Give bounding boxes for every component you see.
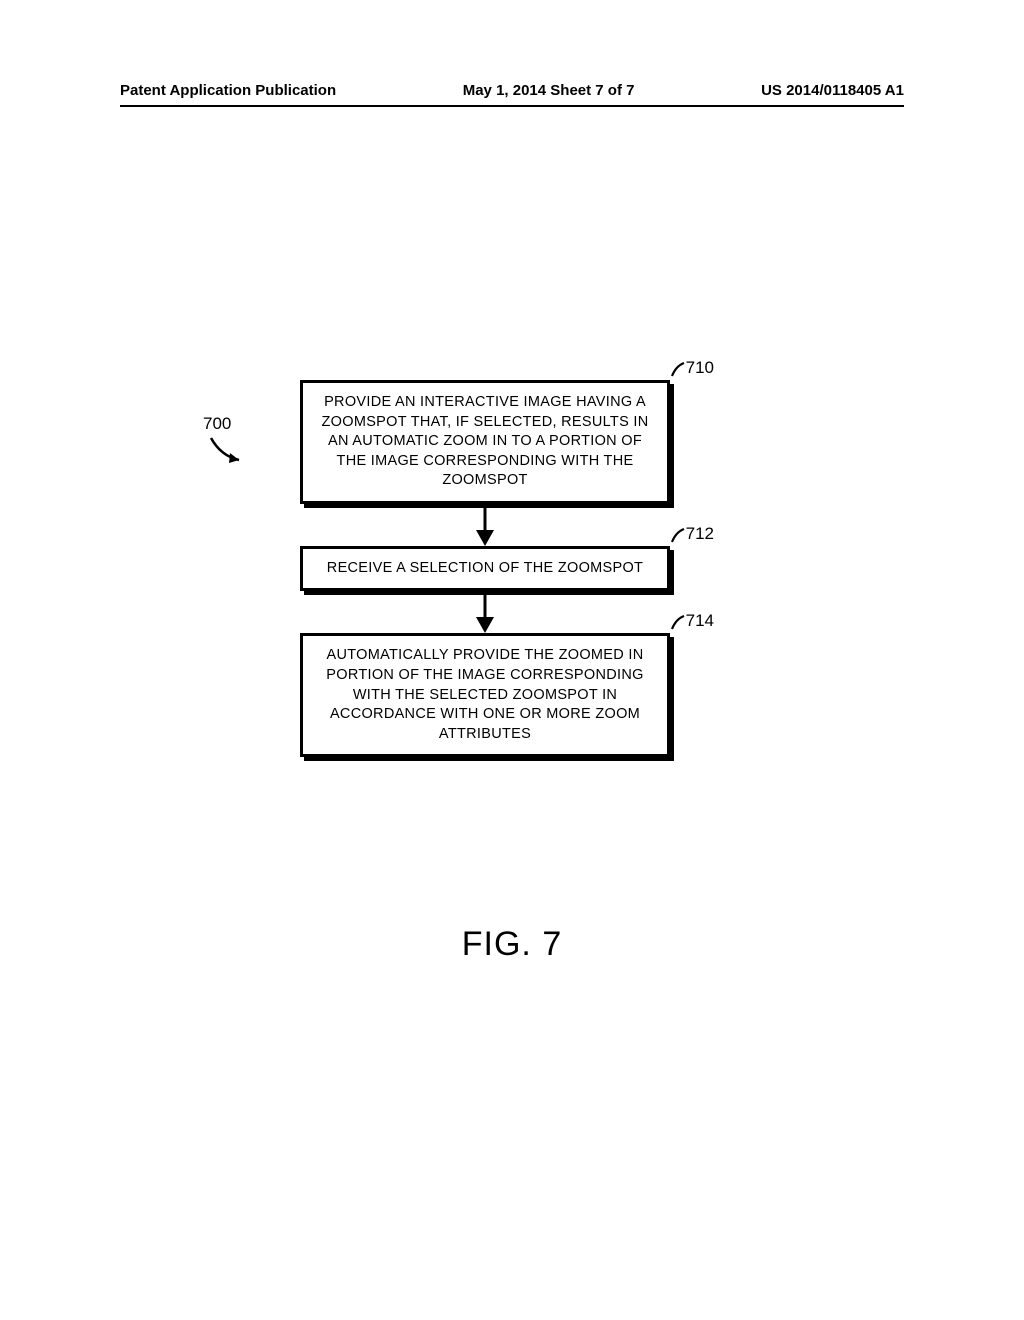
step-box: RECEIVE A SELECTION OF THE ZOOMSPOT [300, 546, 670, 592]
step-box: PROVIDE AN INTERACTIVE IMAGE HAVING A ZO… [300, 380, 670, 504]
header-left: Patent Application Publication [120, 82, 336, 99]
ref-number: 712 [686, 524, 714, 543]
ref-tick-icon [668, 360, 688, 380]
ref-number: 710 [686, 358, 714, 377]
step-ref-label: 712 [686, 524, 714, 544]
header-right: US 2014/0118405 A1 [761, 82, 904, 99]
step-box-wrap: PROVIDE AN INTERACTIVE IMAGE HAVING A ZO… [300, 380, 670, 504]
header-mid: May 1, 2014 Sheet 7 of 7 [463, 82, 635, 99]
flow-step: 714 AUTOMATICALLY PROVIDE THE ZOOMED IN … [300, 633, 670, 757]
step-text: PROVIDE AN INTERACTIVE IMAGE HAVING A ZO… [322, 394, 649, 488]
flowchart: 710 PROVIDE AN INTERACTIVE IMAGE HAVING … [300, 380, 670, 757]
step-ref-label: 710 [686, 358, 714, 378]
patent-header: Patent Application Publication May 1, 20… [120, 82, 904, 99]
diagram-ref-700: 700 [203, 414, 231, 434]
step-ref-label: 714 [686, 611, 714, 631]
flow-step: 710 PROVIDE AN INTERACTIVE IMAGE HAVING … [300, 380, 670, 504]
figure-label: FIG. 7 [0, 925, 1024, 964]
step-box-wrap: RECEIVE A SELECTION OF THE ZOOMSPOT [300, 546, 670, 592]
step-box-wrap: AUTOMATICALLY PROVIDE THE ZOOMED IN PORT… [300, 633, 670, 757]
leader-arrow-icon [205, 434, 251, 468]
ref-number: 700 [203, 414, 231, 433]
step-box: AUTOMATICALLY PROVIDE THE ZOOMED IN PORT… [300, 633, 670, 757]
ref-tick-icon [668, 526, 688, 546]
step-text: AUTOMATICALLY PROVIDE THE ZOOMED IN PORT… [326, 647, 643, 741]
ref-number: 714 [686, 611, 714, 630]
header-rule [120, 105, 904, 107]
step-text: RECEIVE A SELECTION OF THE ZOOMSPOT [327, 560, 643, 576]
flow-step: 712 RECEIVE A SELECTION OF THE ZOOMSPOT [300, 546, 670, 592]
ref-tick-icon [668, 613, 688, 633]
